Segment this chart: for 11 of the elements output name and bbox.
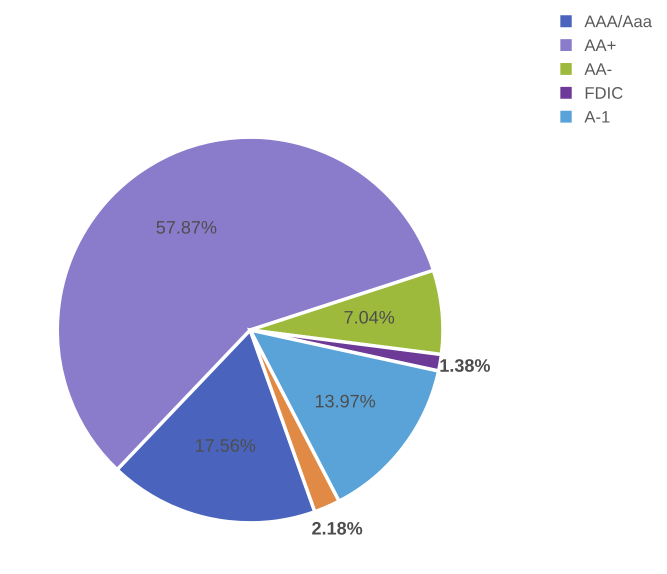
legend-label: AAA/Aaa (584, 15, 652, 28)
data-label: 57.87% (156, 220, 216, 234)
data-label: 17.56% (196, 439, 256, 452)
data-label: 13.97% (316, 394, 376, 408)
legend-label: A-1 (584, 111, 610, 123)
data-label: 1.38% (440, 359, 490, 372)
legend-label: AA+ (584, 39, 616, 51)
legend-label: FDIC (586, 87, 623, 99)
legend-label: AA- (584, 63, 612, 75)
data-label: 2.18% (312, 522, 362, 535)
data-label: 7.04% (344, 310, 394, 324)
